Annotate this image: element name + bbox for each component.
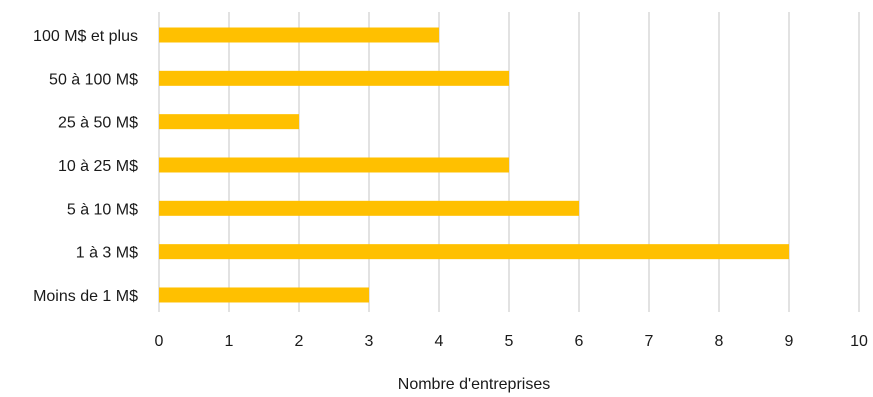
x-tick-label: 5	[505, 333, 514, 350]
bar	[159, 287, 369, 303]
category-labels: 100 M$ et plus 50 à 100 M$ 25 à 50 M$ 10 à …	[33, 28, 138, 305]
x-tick-label: 6	[575, 333, 584, 350]
bar	[159, 244, 789, 260]
bar	[159, 27, 439, 43]
bar	[159, 157, 509, 173]
x-tick-label: 2	[295, 333, 304, 350]
bar	[159, 200, 579, 216]
x-axis-title: Nombre d'entreprises	[398, 376, 550, 393]
x-tick-label: 7	[645, 333, 654, 350]
bars	[159, 27, 789, 303]
category-label: 10 à 25 M$	[58, 158, 138, 175]
category-label: Moins de 1 M$	[33, 288, 138, 305]
category-label: 100 M$ et plus	[33, 28, 138, 45]
x-tick-label: 4	[435, 333, 444, 350]
category-label: 5 à 10 M$	[67, 201, 138, 218]
bar	[159, 70, 509, 86]
x-tick-label: 0	[155, 333, 164, 350]
x-tick-label: 3	[365, 333, 374, 350]
category-label: 1 à 3 M$	[76, 245, 138, 262]
x-tick-label: 9	[785, 333, 794, 350]
x-tick-label: 1	[225, 333, 234, 350]
category-label: 50 à 100 M$	[49, 71, 138, 88]
bar	[159, 114, 299, 130]
x-tick-labels: 0 1 2 3 4 5 6 7 8 9 10	[155, 333, 868, 350]
x-tick-label: 8	[715, 333, 724, 350]
category-label: 25 à 50 M$	[58, 115, 138, 132]
x-tick-label: 10	[850, 333, 868, 350]
